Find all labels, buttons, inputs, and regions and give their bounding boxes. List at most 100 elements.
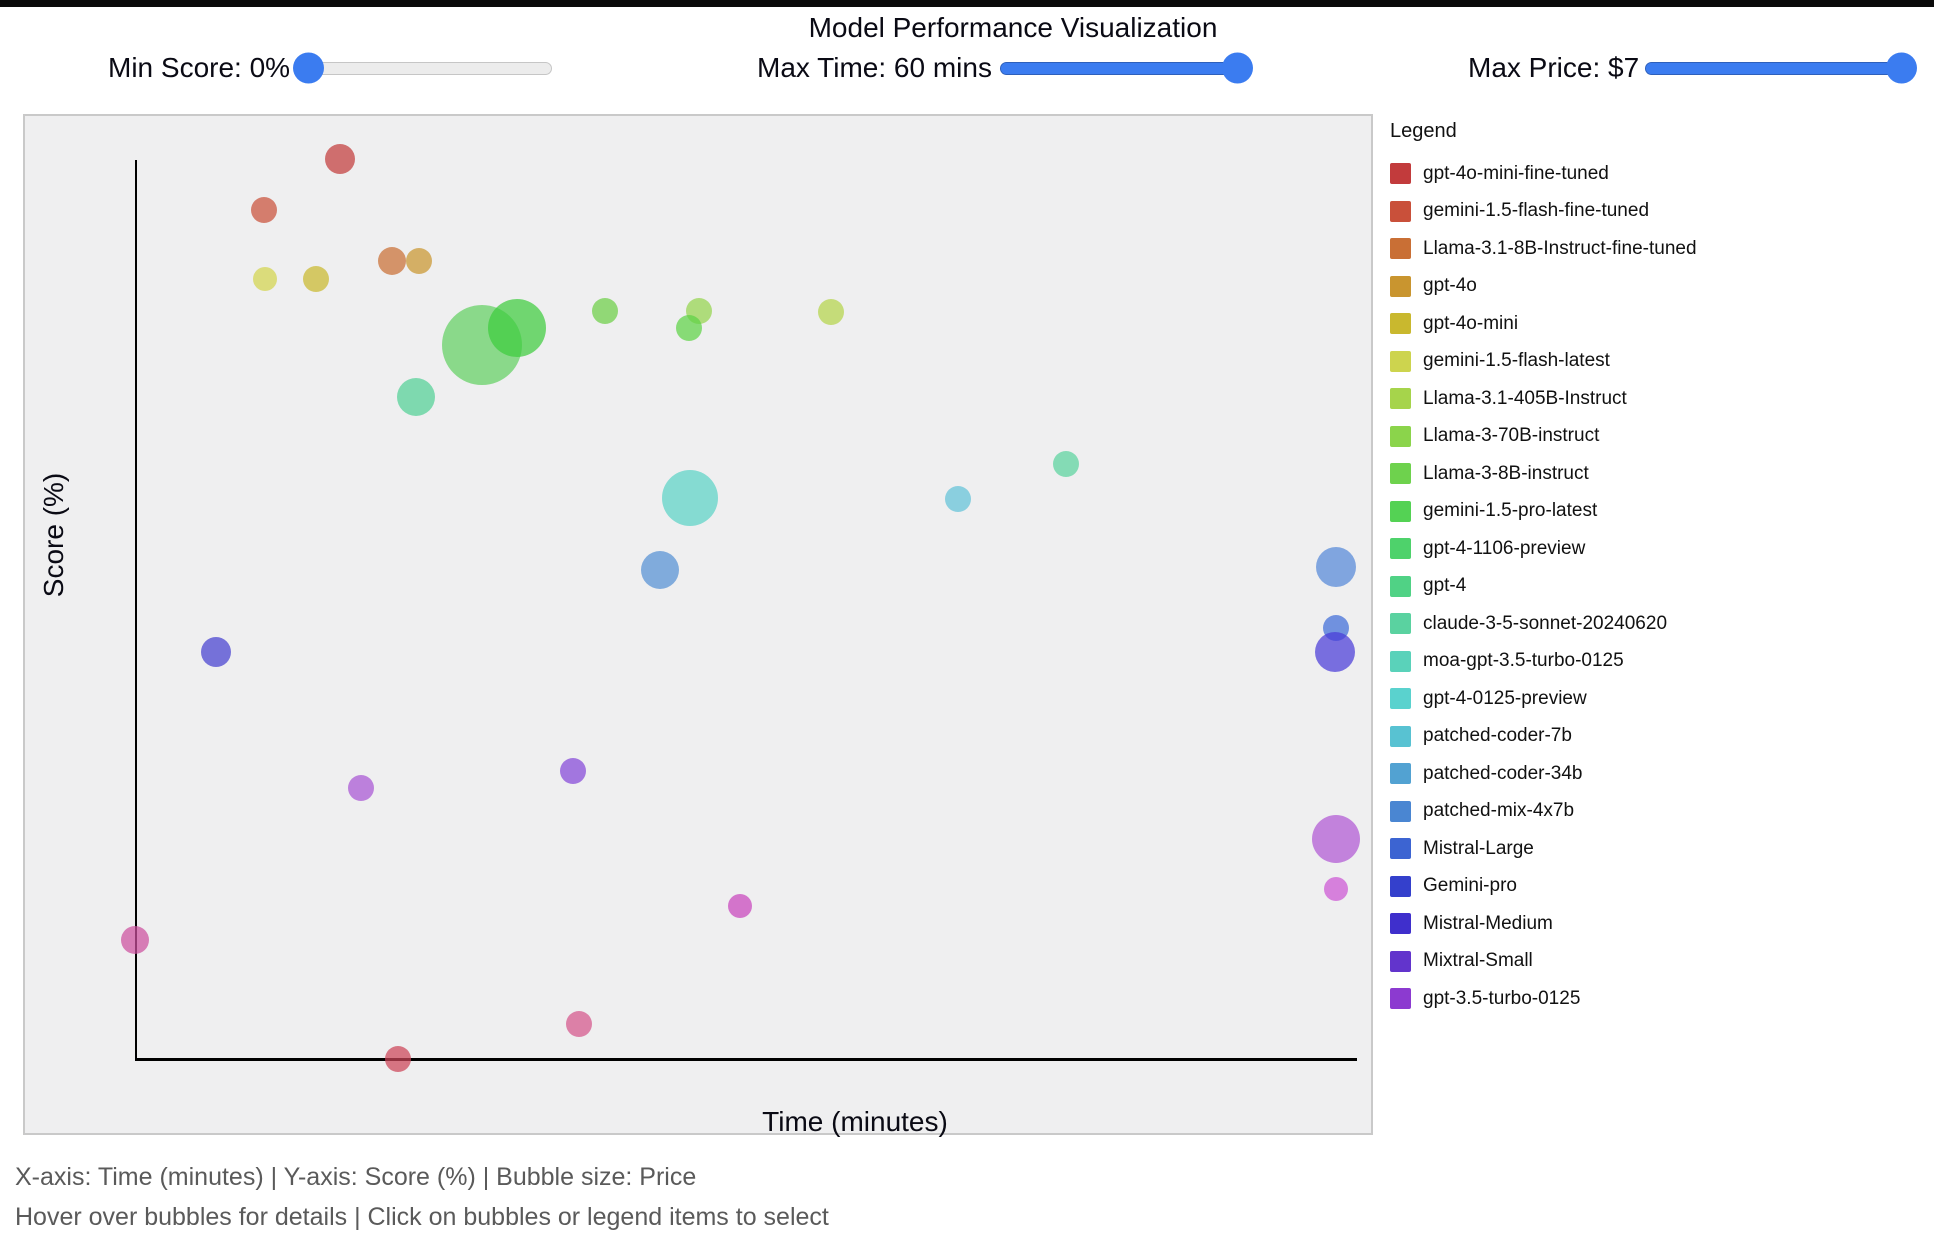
legend-item[interactable]: gpt-4o-mini [1390, 313, 1930, 334]
legend-item-label: patched-coder-7b [1423, 725, 1572, 746]
legend-item[interactable]: Gemini-pro [1390, 875, 1930, 897]
bubble[interactable] [676, 315, 702, 341]
bubble[interactable] [560, 758, 586, 784]
x-axis-line [135, 1058, 1357, 1061]
legend-swatch [1390, 838, 1411, 859]
bubble[interactable] [566, 1011, 592, 1037]
legend-swatch [1390, 163, 1411, 184]
max-time-slider[interactable] [999, 52, 1253, 84]
footer-axes-info: X-axis: Time (minutes) | Y-axis: Score (… [15, 1163, 697, 1191]
legend-swatch [1390, 650, 1411, 672]
legend-item-label: gemini-1.5-flash-fine-tuned [1423, 200, 1650, 221]
bubble[interactable] [121, 926, 149, 954]
bubble[interactable] [251, 197, 277, 223]
max-price-slider-fill [1646, 62, 1902, 74]
max-time-slider-thumb[interactable] [1221, 52, 1253, 84]
legend-item-label: gemini-1.5-flash-latest [1423, 350, 1610, 371]
bubble[interactable] [303, 266, 329, 292]
legend-item-label: claude-3-5-sonnet-20240620 [1423, 612, 1668, 634]
min-score-control: Min Score: 0% [108, 46, 553, 90]
legend-item[interactable]: patched-coder-7b [1390, 725, 1930, 747]
legend-item[interactable]: gpt-4 [1390, 575, 1930, 597]
legend-item[interactable]: gemini-1.5-flash-latest [1390, 350, 1930, 372]
legend-item-label: gpt-4 [1423, 575, 1467, 596]
legend-item[interactable]: Mixtral-Small [1390, 950, 1930, 972]
bubble[interactable] [1324, 877, 1348, 901]
legend-item[interactable]: gemini-1.5-flash-fine-tuned [1390, 200, 1930, 222]
legend-swatch [1390, 575, 1411, 597]
legend-item[interactable]: gemini-1.5-pro-latest [1390, 500, 1930, 522]
legend-item[interactable]: patched-mix-4x7b [1390, 800, 1930, 822]
legend-item-label: Llama-3-8B-instruct [1423, 462, 1589, 484]
legend-swatch [1390, 613, 1411, 634]
bubble[interactable] [325, 144, 355, 174]
legend-item[interactable]: Llama-3-8B-instruct [1390, 463, 1930, 484]
bubble[interactable] [406, 248, 432, 274]
legend-item-label: gpt-4o-mini [1423, 312, 1519, 334]
legend-item-label: Mixtral-Small [1423, 950, 1533, 971]
legend-item-label: gpt-4-1106-preview [1423, 537, 1586, 559]
max-price-label: Max Price: $7 [1468, 52, 1640, 83]
footer-hint: Hover over bubbles for details | Click o… [15, 1203, 829, 1231]
bubble[interactable] [385, 1046, 411, 1072]
bubble[interactable] [488, 299, 546, 357]
legend-item[interactable]: gpt-3.5-turbo-0125 [1390, 988, 1930, 1009]
min-score-slider[interactable] [293, 52, 553, 84]
legend-title: Legend [1390, 120, 1457, 142]
legend-item[interactable]: gpt-4-1106-preview [1390, 538, 1930, 559]
y-axis-line [135, 160, 137, 1060]
legend-swatch [1390, 463, 1411, 484]
legend-item[interactable]: moa-gpt-3.5-turbo-0125 [1390, 650, 1930, 672]
legend-item-label: Mistral-Large [1423, 837, 1534, 859]
legend-item[interactable]: claude-3-5-sonnet-20240620 [1390, 613, 1930, 634]
legend-item-label: Gemini-pro [1423, 875, 1517, 896]
legend-item-label: gpt-4o [1423, 275, 1477, 296]
bubble[interactable] [253, 267, 277, 291]
legend-item[interactable]: gpt-4o [1390, 275, 1930, 297]
legend-item-label: Mistral-Medium [1423, 912, 1553, 934]
bubble[interactable] [641, 551, 679, 589]
legend-item[interactable]: Mistral-Medium [1390, 913, 1930, 934]
bubble[interactable] [348, 775, 374, 801]
legend-swatch [1390, 388, 1411, 409]
bubble[interactable] [1053, 451, 1079, 477]
bubble[interactable] [1316, 547, 1356, 587]
legend-swatch [1390, 988, 1411, 1009]
max-price-slider[interactable] [1645, 52, 1918, 84]
legend-item-label: moa-gpt-3.5-turbo-0125 [1423, 650, 1624, 671]
bubble[interactable] [378, 247, 406, 275]
legend-swatch [1390, 800, 1411, 822]
bubble[interactable] [662, 470, 718, 526]
legend-item[interactable]: gpt-4-0125-preview [1390, 688, 1930, 709]
legend-swatch [1390, 200, 1411, 222]
bubble[interactable] [592, 298, 618, 324]
legend-item[interactable]: Llama-3.1-405B-Instruct [1390, 388, 1930, 409]
legend-swatch [1390, 313, 1411, 334]
bubble[interactable] [397, 378, 435, 416]
bubble[interactable] [201, 637, 231, 667]
min-score-label: Min Score: 0% [108, 52, 291, 83]
x-axis-label: Time (minutes) [762, 1106, 948, 1137]
legend-item[interactable]: gpt-4o-mini-fine-tuned [1390, 163, 1930, 184]
bubble[interactable] [1312, 815, 1360, 863]
bubble[interactable] [818, 299, 844, 325]
min-score-slider-thumb[interactable] [293, 52, 325, 84]
bubble[interactable] [1315, 632, 1355, 672]
max-price-slider-thumb[interactable] [1886, 52, 1918, 84]
legend-item[interactable]: patched-coder-34b [1390, 763, 1930, 784]
top-bar [0, 0, 1934, 7]
legend-item-label: gpt-4-0125-preview [1423, 687, 1587, 709]
legend-swatch [1390, 500, 1411, 522]
legend-item-label: Llama-3.1-8B-Instruct-fine-tuned [1423, 237, 1697, 259]
bubble[interactable] [945, 486, 971, 512]
legend-item[interactable]: Mistral-Large [1390, 838, 1930, 859]
bubble[interactable] [728, 894, 752, 918]
legend-swatch [1390, 913, 1411, 934]
legend-item[interactable]: Llama-3.1-8B-Instruct-fine-tuned [1390, 238, 1930, 259]
page-title: Model Performance Visualization [808, 12, 1218, 43]
legend-item-label: patched-coder-34b [1423, 762, 1583, 784]
legend-swatch [1390, 425, 1411, 447]
legend-item-label: gpt-4o-mini-fine-tuned [1423, 162, 1609, 184]
legend-item[interactable]: Llama-3-70B-instruct [1390, 425, 1930, 447]
